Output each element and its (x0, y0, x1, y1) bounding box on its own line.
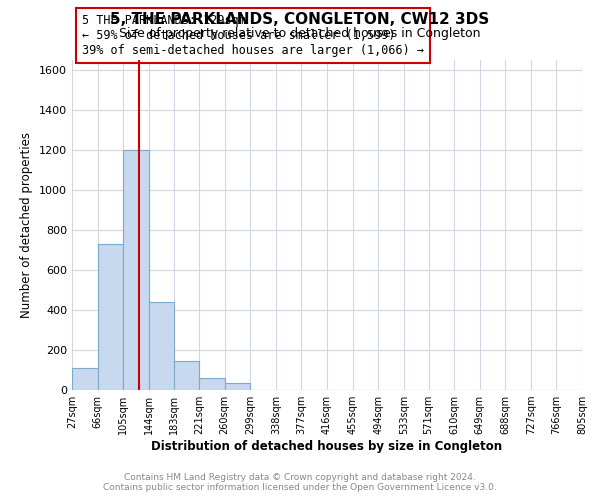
Bar (225, 383, 250, 390)
Bar (149, 302, 174, 390)
Text: Contains HM Land Registry data © Crown copyright and database right 2024.
Contai: Contains HM Land Registry data © Crown c… (103, 473, 497, 492)
Bar (98, 244, 123, 390)
Bar (72, 368, 98, 390)
Text: Size of property relative to detached houses in Congleton: Size of property relative to detached ho… (119, 28, 481, 40)
X-axis label: Distribution of detached houses by size in Congleton: Distribution of detached houses by size … (151, 440, 503, 453)
Bar (199, 378, 225, 390)
Bar (174, 361, 199, 390)
Y-axis label: Number of detached properties: Number of detached properties (20, 132, 34, 318)
Bar (123, 150, 149, 390)
Text: 5, THE PARKLANDS, CONGLETON, CW12 3DS: 5, THE PARKLANDS, CONGLETON, CW12 3DS (110, 12, 490, 28)
Text: 5 THE PARKLANDS: 129sqm
← 59% of detached houses are smaller (1,599)
39% of semi: 5 THE PARKLANDS: 129sqm ← 59% of detache… (82, 14, 424, 56)
